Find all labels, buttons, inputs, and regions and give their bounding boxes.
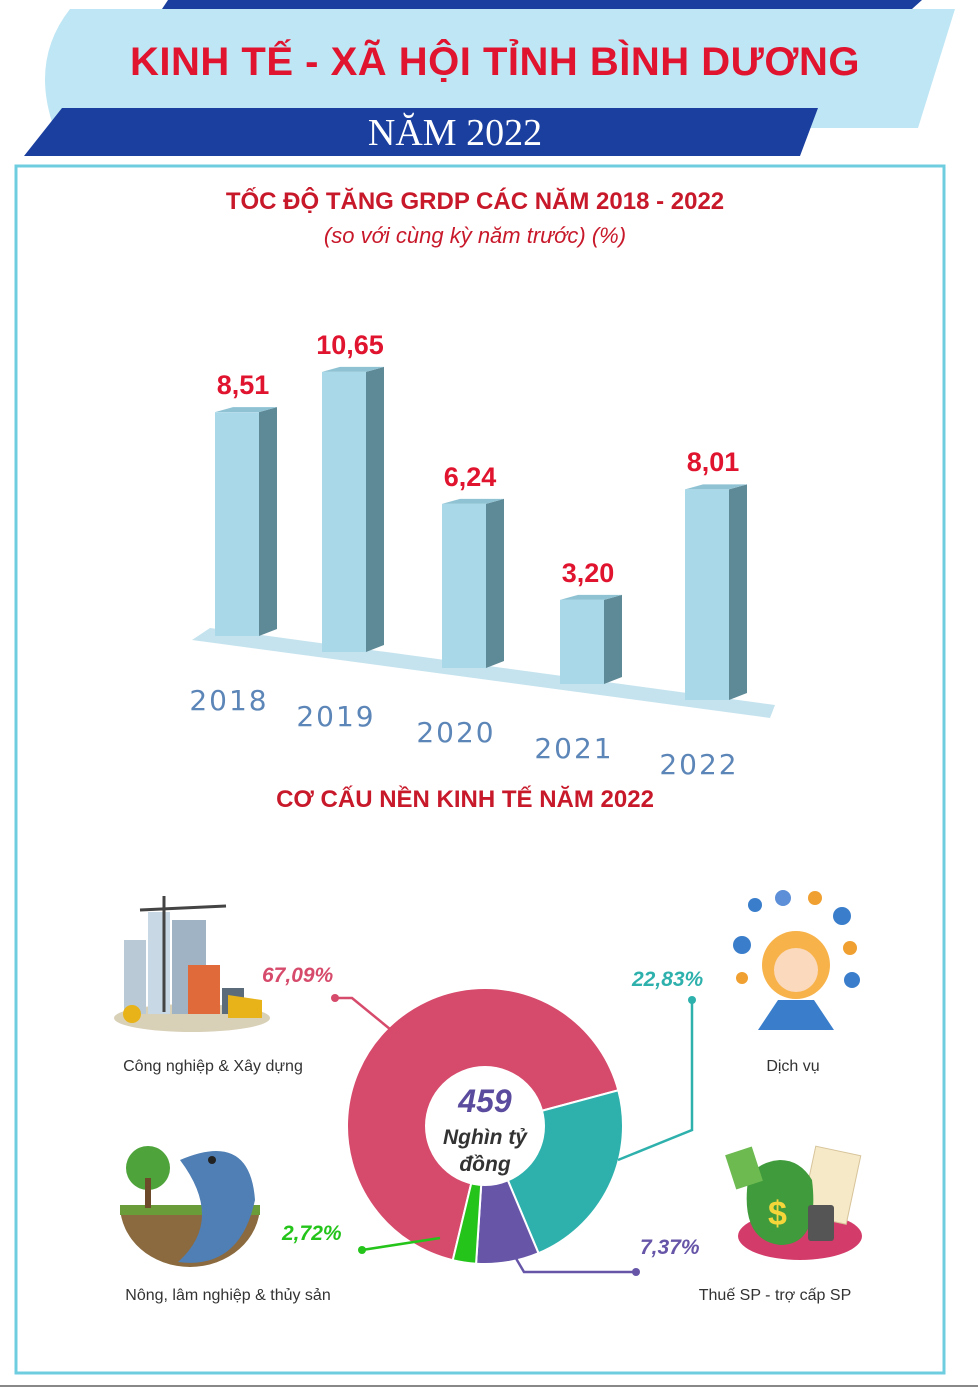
leader-line-taxes: [502, 1237, 636, 1274]
bar-2020: [442, 498, 504, 668]
bar-value-label-2021: 3,20: [561, 557, 615, 588]
sector-name-taxes: Thuế SP - trợ cấp SP: [698, 1287, 852, 1304]
pct-label-agriculture: 2,72%: [282, 1222, 342, 1245]
bar-value-label-2022: 8,01: [686, 447, 740, 478]
donut-hole: [425, 1066, 545, 1186]
leader-line-industry: [335, 996, 397, 1035]
year-label: NĂM 2022: [367, 112, 543, 154]
title-banner: [45, 9, 955, 128]
x-tick-label-2019: 2019: [296, 700, 376, 733]
pct-label-services: 22,83%: [632, 968, 704, 991]
bar-2021: [560, 594, 622, 684]
bar-2019: [322, 366, 384, 652]
money-bag-tax-icon: $: [725, 1145, 862, 1260]
bar-2022: [685, 484, 747, 700]
sector-name-agriculture: Nông, lâm nghiệp & thủy sản: [125, 1287, 331, 1304]
leader-line-services: [617, 1000, 694, 1162]
grdp-bar-chart: [192, 366, 775, 718]
sector-name-industry: Công nghiệp & Xây dựng: [123, 1058, 303, 1075]
fish-and-tree-icon: [120, 1146, 260, 1267]
bar-value-label-2019: 10,65: [316, 329, 384, 360]
bar-value-label-2018: 8,51: [216, 370, 270, 401]
customer-service-agent-icon: [733, 890, 860, 1030]
x-tick-label-2021: 2021: [534, 732, 614, 765]
sector-name-services: Dịch vụ: [766, 1058, 820, 1075]
bar-2018: [215, 407, 277, 636]
leader-dot-industry: [331, 994, 339, 1002]
pct-label-taxes: 7,37%: [640, 1236, 700, 1259]
bar-value-label-2020: 6,24: [443, 461, 497, 492]
donut-center-total: 459: [458, 1083, 512, 1119]
leader-line-agriculture: [361, 1236, 441, 1252]
donut-chart-title: CƠ CẤU NỀN KINH TẾ NĂM 2022: [276, 786, 654, 813]
x-tick-label-2022: 2022: [659, 748, 739, 781]
top-navy-strip: [162, 0, 922, 9]
bar-chart-title: TỐC ĐỘ TĂNG GRDP CÁC NĂM 2018 - 2022: [225, 188, 725, 215]
svg-text:$: $: [768, 1195, 787, 1233]
pct-label-industry: 67,09%: [262, 964, 334, 987]
leader-dot-agriculture: [358, 1246, 366, 1254]
x-tick-label-2018: 2018: [189, 684, 269, 717]
donut-center-unit: Nghìn tỷ đồng: [443, 1126, 527, 1176]
leader-dot-services: [688, 996, 696, 1004]
page-title: KINH TẾ - XÃ HỘI TỈNH BÌNH DƯƠNG: [130, 40, 860, 84]
bar-chart-subtitle: (so với cùng kỳ năm trước) (%): [323, 223, 627, 248]
x-tick-label-2020: 2020: [416, 716, 496, 749]
leader-dot-taxes: [632, 1268, 640, 1276]
construction-site-icon: [114, 896, 270, 1032]
year-ribbon: [24, 108, 818, 156]
